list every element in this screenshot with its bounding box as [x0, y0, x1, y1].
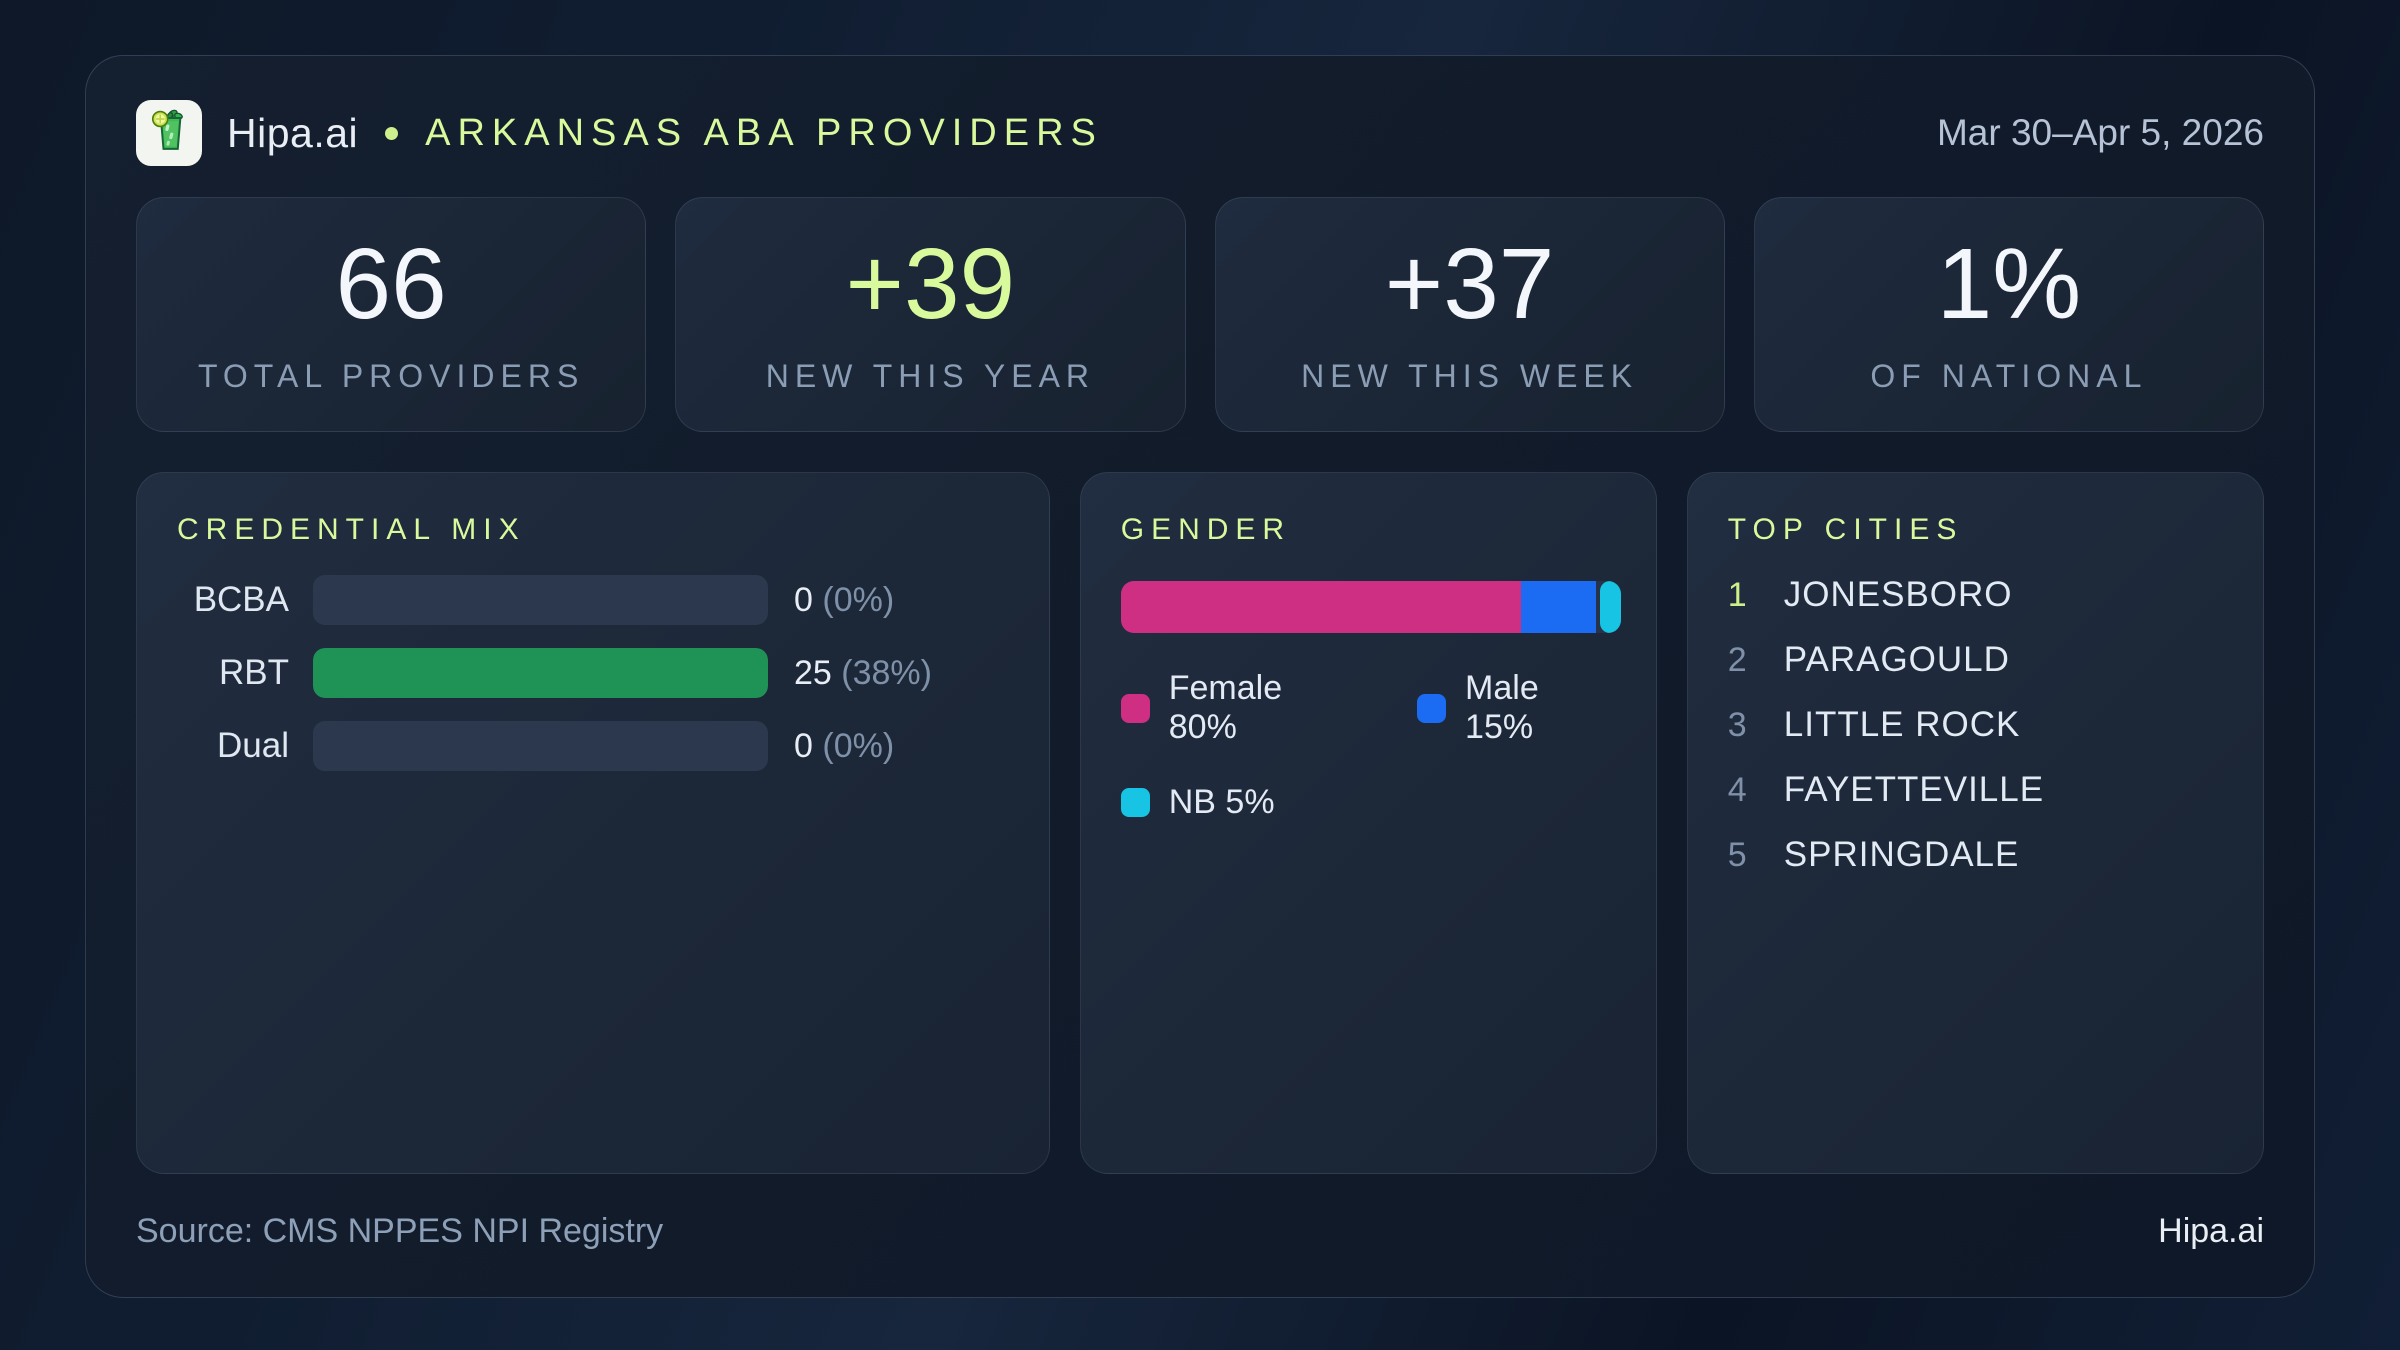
bar-fill — [313, 648, 768, 698]
bar-value: 0 (0%) — [794, 727, 894, 766]
segment-male — [1520, 581, 1596, 633]
stat-value: 1% — [1936, 228, 2082, 340]
segment-nb — [1599, 581, 1621, 633]
city-name: LITTLE ROCK — [1783, 705, 2021, 744]
bar-value: 0 (0%) — [794, 581, 894, 620]
legend-item-male: Male 15% — [1417, 669, 1616, 747]
bar-count: 25 — [794, 653, 832, 692]
credential-mix-panel: CREDENTIAL MIX BCBA 0 (0%) RBT 25 (38%) — [136, 472, 1050, 1174]
segment-female — [1120, 581, 1521, 633]
city-name: SPRINGDALE — [1783, 835, 2020, 874]
bar-label: BCBA — [193, 580, 289, 619]
nb-swatch-icon — [1120, 788, 1150, 817]
male-swatch-icon — [1417, 693, 1447, 723]
female-swatch-icon — [1120, 693, 1150, 723]
bar-count: 0 — [794, 580, 813, 619]
gender-legend-row-1: Female 80% Male 15% — [1120, 669, 1616, 747]
city-rank: 2 — [1727, 640, 1747, 679]
bar-label: Dual — [217, 726, 289, 765]
bar-track — [313, 721, 768, 771]
gender-panel: GENDER Female 80% Male 15% NB — [1079, 472, 1657, 1174]
credential-row-bcba: BCBA 0 (0%) — [177, 575, 1009, 625]
dashboard-card: Hipa.ai ARKANSAS ABA PROVIDERS Mar 30–Ap… — [85, 55, 2315, 1298]
gender-stacked-bar — [1120, 581, 1621, 633]
stat-label: NEW THIS YEAR — [765, 358, 1096, 394]
city-rank: 5 — [1727, 835, 1747, 874]
bar-percent: (0%) — [822, 726, 895, 765]
credential-bar-chart: BCBA 0 (0%) RBT 25 (38%) Dual — [177, 575, 1009, 771]
panel-row: CREDENTIAL MIX BCBA 0 (0%) RBT 25 (38%) — [136, 472, 2264, 1174]
stat-card-row: 66 TOTAL PROVIDERS +39 NEW THIS YEAR +37… — [136, 197, 2264, 432]
legend-label: Female 80% — [1168, 669, 1283, 746]
legend-label: NB 5% — [1168, 783, 1275, 821]
separator-dot-icon — [385, 126, 399, 140]
city-rank: 1 — [1727, 575, 1747, 614]
stat-value: +39 — [845, 228, 1016, 340]
panel-title: GENDER — [1120, 513, 1292, 546]
stat-label: NEW THIS WEEK — [1301, 358, 1639, 394]
bar-track — [313, 648, 768, 698]
credential-row-dual: Dual 0 (0%) — [177, 721, 1009, 771]
credential-row-rbt: RBT 25 (38%) — [177, 648, 1009, 698]
list-item: 2 PARAGOULD — [1727, 640, 2223, 679]
legend-item-nb: NB 5% — [1120, 783, 1275, 822]
mojito-glass-icon — [143, 105, 195, 162]
bar-percent: (0%) — [822, 580, 895, 619]
stat-card-total-providers: 66 TOTAL PROVIDERS — [136, 197, 647, 432]
header: Hipa.ai ARKANSAS ABA PROVIDERS Mar 30–Ap… — [136, 100, 2264, 166]
list-item: 5 SPRINGDALE — [1727, 835, 2223, 874]
legend-item-female: Female 80% — [1120, 669, 1359, 747]
city-name: JONESBORO — [1783, 575, 2013, 614]
source-attribution: Source: CMS NPPES NPI Registry — [136, 1212, 664, 1250]
city-name: PARAGOULD — [1783, 640, 2010, 679]
bar-value: 25 (38%) — [794, 654, 932, 693]
city-rank: 4 — [1727, 770, 1747, 809]
list-item: 3 LITTLE ROCK — [1727, 705, 2223, 744]
stat-card-new-this-week: +37 NEW THIS WEEK — [1214, 197, 1725, 432]
page-title: ARKANSAS ABA PROVIDERS — [425, 111, 1103, 154]
brand-name: Hipa.ai — [227, 109, 359, 156]
city-rank: 3 — [1727, 705, 1747, 744]
gender-legend-row-2: NB 5% — [1120, 783, 1616, 822]
panel-title: TOP CITIES — [1727, 513, 1964, 546]
list-item: 4 FAYETTEVILLE — [1727, 770, 2223, 809]
date-range: Mar 30–Apr 5, 2026 — [1936, 112, 2264, 153]
stat-label: TOTAL PROVIDERS — [197, 358, 585, 394]
list-item: 1 JONESBORO — [1727, 575, 2223, 614]
city-name: FAYETTEVILLE — [1783, 770, 2045, 809]
bar-count: 0 — [794, 726, 813, 765]
app-logo — [136, 100, 202, 166]
stat-card-new-this-year: +39 NEW THIS YEAR — [675, 197, 1186, 432]
stat-value: 66 — [335, 228, 447, 340]
footer: Source: CMS NPPES NPI Registry Hipa.ai — [136, 1212, 2264, 1251]
top-cities-panel: TOP CITIES 1 JONESBORO 2 PARAGOULD 3 LIT… — [1686, 472, 2264, 1174]
stat-card-of-national: 1% OF NATIONAL — [1753, 197, 2264, 432]
footer-brand: Hipa.ai — [2158, 1212, 2264, 1250]
bar-label: RBT — [219, 653, 289, 692]
stat-value: +37 — [1384, 228, 1555, 340]
legend-label: Male 15% — [1465, 669, 1539, 746]
bar-track — [313, 575, 768, 625]
bar-percent: (38%) — [841, 653, 932, 692]
stat-label: OF NATIONAL — [1870, 358, 2148, 394]
panel-title: CREDENTIAL MIX — [177, 513, 526, 546]
city-ranking-list: 1 JONESBORO 2 PARAGOULD 3 LITTLE ROCK 4 … — [1727, 575, 2223, 874]
